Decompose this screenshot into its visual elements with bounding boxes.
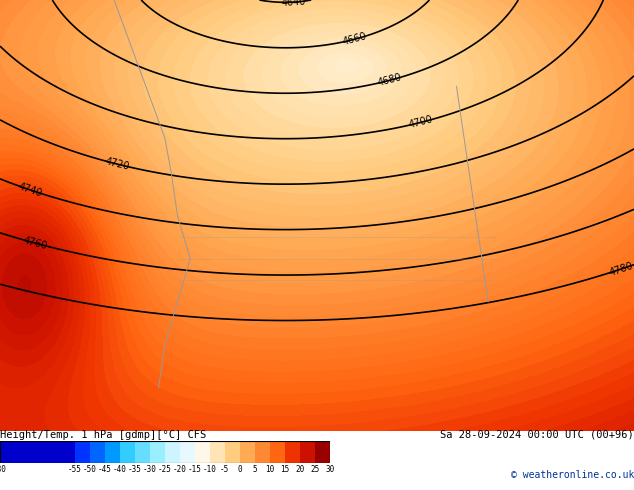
Text: Sa 28-09-2024 00:00 UTC (00+96): Sa 28-09-2024 00:00 UTC (00+96) (440, 430, 634, 440)
Bar (255, 441, 269, 463)
Text: 4760: 4760 (22, 235, 48, 251)
Text: 4720: 4720 (105, 156, 131, 172)
Text: -50: -50 (83, 465, 97, 473)
Text: -20: -20 (173, 465, 187, 473)
Bar (210, 441, 225, 463)
Bar (285, 441, 300, 463)
Text: © weatheronline.co.uk: © weatheronline.co.uk (510, 470, 634, 480)
Bar (225, 441, 240, 463)
Text: -80: -80 (0, 465, 7, 473)
Text: Height/Temp. 1 hPa [gdmp][°C] CFS: Height/Temp. 1 hPa [gdmp][°C] CFS (0, 430, 206, 440)
Text: -45: -45 (98, 465, 112, 473)
Text: 10: 10 (265, 465, 275, 473)
Text: 4680: 4680 (376, 73, 403, 88)
Text: 30: 30 (325, 465, 334, 473)
Text: 25: 25 (310, 465, 320, 473)
Text: 15: 15 (280, 465, 289, 473)
Text: 4640: 4640 (281, 0, 306, 8)
Text: -15: -15 (188, 465, 202, 473)
Text: 4780: 4780 (608, 260, 634, 278)
Bar (135, 441, 150, 463)
Bar (180, 441, 195, 463)
Text: -25: -25 (158, 465, 172, 473)
Bar (120, 441, 135, 463)
Bar (240, 441, 255, 463)
Bar (105, 441, 120, 463)
Text: 0: 0 (238, 465, 242, 473)
Text: 4740: 4740 (17, 181, 44, 198)
Bar (300, 441, 314, 463)
Text: 5: 5 (252, 465, 257, 473)
Text: 4660: 4660 (341, 31, 368, 47)
Text: -55: -55 (68, 465, 82, 473)
Bar (165, 441, 180, 463)
Bar (90, 441, 105, 463)
Bar (195, 441, 210, 463)
Bar (150, 441, 165, 463)
Text: -35: -35 (128, 465, 142, 473)
Bar (75, 441, 90, 463)
Text: 4700: 4700 (408, 115, 434, 130)
Text: -30: -30 (143, 465, 157, 473)
Text: 20: 20 (295, 465, 304, 473)
Text: -5: -5 (220, 465, 230, 473)
Bar (269, 441, 285, 463)
Bar (0, 441, 75, 463)
Text: -40: -40 (113, 465, 127, 473)
Text: -10: -10 (203, 465, 217, 473)
Bar (314, 441, 330, 463)
